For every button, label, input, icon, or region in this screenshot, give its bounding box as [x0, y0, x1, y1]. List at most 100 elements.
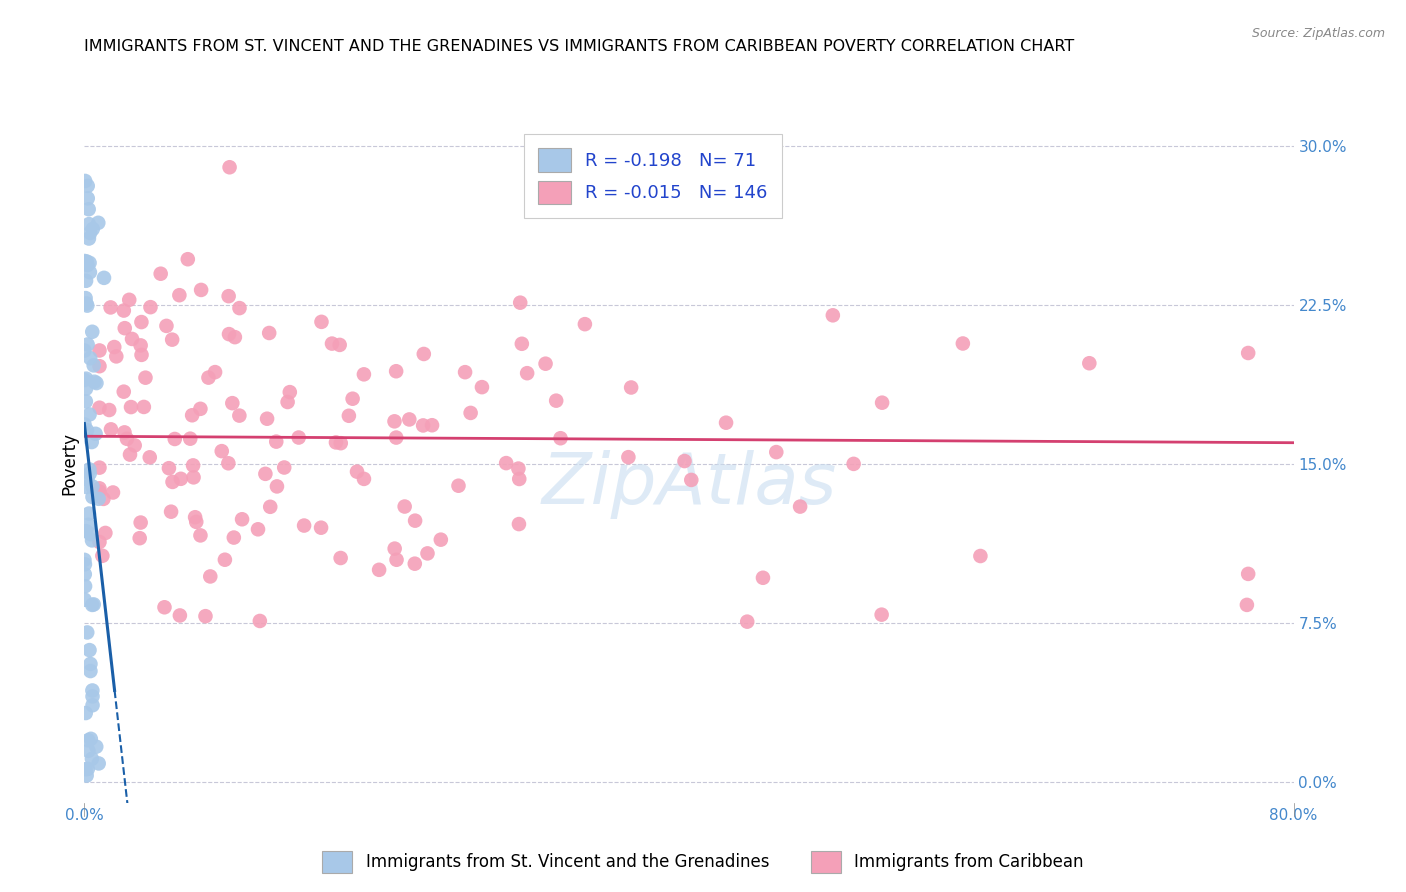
Point — [89, 481, 111, 495]
Point — [149, 267, 172, 281]
Point — [217, 456, 239, 470]
Point — [404, 557, 426, 571]
Point — [218, 327, 240, 342]
Point — [89, 401, 111, 415]
Point — [82, 325, 104, 339]
Text: Source: ZipAtlas.com: Source: ZipAtlas.com — [1251, 27, 1385, 40]
Point — [259, 500, 281, 514]
Point — [79, 265, 101, 279]
Point — [75, 372, 97, 386]
Point — [75, 394, 97, 409]
Point — [80, 435, 103, 450]
Point — [870, 607, 893, 622]
Point — [190, 528, 212, 542]
Point — [105, 350, 128, 364]
Point — [73, 553, 96, 567]
Point — [329, 551, 352, 566]
Point — [163, 432, 186, 446]
Point — [75, 174, 97, 188]
Point — [214, 552, 236, 566]
Point — [79, 408, 101, 422]
Point — [169, 608, 191, 623]
Point — [508, 461, 530, 475]
Point — [75, 382, 97, 396]
Point — [87, 756, 110, 771]
Point — [132, 400, 155, 414]
Point — [309, 521, 332, 535]
Point — [129, 338, 152, 352]
Y-axis label: Poverty: Poverty — [60, 433, 79, 495]
Point — [278, 385, 301, 400]
Point — [76, 178, 98, 193]
Point — [139, 300, 162, 314]
Point — [842, 457, 865, 471]
Point — [1237, 346, 1260, 360]
Point — [93, 270, 115, 285]
Point — [181, 458, 204, 473]
Point — [471, 380, 494, 394]
Point — [231, 512, 253, 526]
Point — [789, 500, 811, 514]
Point — [79, 527, 101, 541]
Point — [112, 384, 135, 399]
Point — [139, 450, 162, 465]
Point — [574, 317, 596, 331]
Point — [79, 351, 101, 366]
Point — [218, 161, 240, 175]
Point — [385, 364, 408, 378]
Point — [821, 308, 844, 322]
Point — [447, 479, 470, 493]
Point — [969, 549, 991, 563]
Point — [311, 315, 333, 329]
Point — [197, 370, 219, 384]
Point — [114, 425, 136, 440]
Point — [218, 289, 240, 303]
Point — [516, 366, 538, 380]
Point — [86, 376, 108, 390]
Point — [190, 283, 212, 297]
Point — [80, 731, 103, 746]
Point — [224, 330, 246, 344]
Point — [416, 546, 439, 560]
Point — [79, 226, 101, 240]
Point — [257, 326, 280, 340]
Point — [94, 525, 117, 540]
Point — [73, 373, 96, 387]
Point — [508, 472, 530, 486]
Text: IMMIGRANTS FROM ST. VINCENT AND THE GRENADINES VS IMMIGRANTS FROM CARIBBEAN POVE: IMMIGRANTS FROM ST. VINCENT AND THE GREN… — [84, 38, 1074, 54]
Point — [254, 467, 277, 481]
Point — [179, 432, 201, 446]
Point — [398, 412, 420, 426]
Point — [77, 217, 100, 231]
Point — [249, 614, 271, 628]
Point — [329, 436, 352, 450]
Point — [75, 291, 97, 305]
Point — [765, 445, 787, 459]
Point — [287, 431, 309, 445]
Point — [77, 202, 100, 217]
Point — [186, 515, 208, 529]
Point — [183, 470, 205, 484]
Point — [75, 524, 97, 538]
Point — [952, 336, 974, 351]
Point — [77, 744, 100, 758]
Point — [337, 409, 360, 423]
Point — [420, 418, 443, 433]
Point — [79, 256, 101, 270]
Point — [82, 690, 104, 704]
Point — [430, 533, 453, 547]
Point — [77, 517, 100, 532]
Point — [508, 517, 530, 532]
Point — [76, 423, 98, 437]
Point — [870, 395, 893, 409]
Point — [1236, 598, 1258, 612]
Point — [321, 336, 343, 351]
Point — [73, 254, 96, 268]
Point — [714, 416, 737, 430]
Point — [118, 448, 141, 462]
Point — [101, 485, 124, 500]
Point — [346, 465, 368, 479]
Point — [155, 318, 177, 333]
Point — [128, 531, 150, 545]
Point — [495, 456, 517, 470]
